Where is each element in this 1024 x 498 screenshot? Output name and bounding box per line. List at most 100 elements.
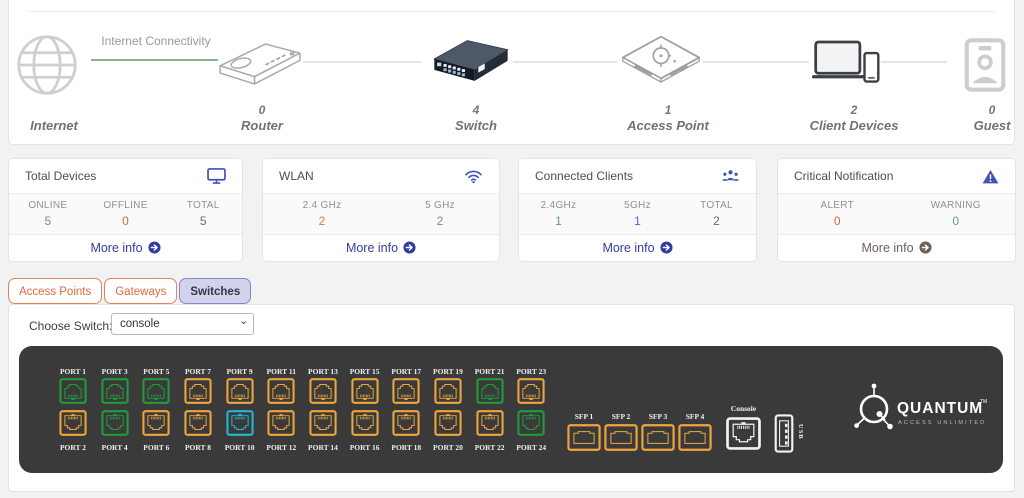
rj45-port[interactable] — [59, 378, 87, 404]
stat-value: 0 — [952, 214, 960, 228]
port-label: PORT 6 — [143, 443, 170, 452]
rj45-port[interactable] — [476, 378, 504, 404]
rj45-port[interactable] — [142, 410, 170, 436]
divider — [28, 11, 995, 12]
stat-value: 2 — [318, 214, 326, 228]
rj45-port[interactable] — [351, 378, 379, 404]
rj45-port[interactable] — [517, 378, 545, 404]
rj45-port[interactable] — [392, 410, 420, 436]
guest-count: 0 — [988, 103, 996, 117]
rj45-port[interactable] — [226, 410, 254, 436]
more-info-link[interactable]: More info — [346, 241, 416, 255]
arrow-circle-icon — [919, 241, 932, 254]
port-label: PORT 19 — [433, 367, 463, 376]
port-label: PORT 4 — [101, 443, 128, 452]
client-devices-icon — [812, 39, 882, 96]
stat-value: 2 — [713, 214, 720, 228]
stat-label: 2.4 GHz — [302, 200, 342, 211]
rj45-port[interactable] — [184, 378, 212, 404]
port-label: PORT 16 — [349, 443, 380, 452]
stat-value: 1 — [555, 214, 562, 228]
sfp-port[interactable] — [567, 424, 601, 451]
internet-connectivity-label: Internet Connectivity — [101, 34, 211, 48]
more-info-link[interactable]: More info — [602, 241, 672, 255]
switches-panel-card: Choose Switch: console ⌄ PORT 1 PORT 2 POR… — [8, 304, 1015, 492]
tab-access-points[interactable]: Access Points — [8, 278, 103, 304]
stat-label: ONLINE — [28, 200, 68, 211]
internet-label: Internet — [30, 118, 78, 133]
switch-faceplate: PORT 1 PORT 2 PORT 3 PORT 4 PORT 5 PORT 6 PORT… — [19, 346, 1003, 473]
port-label: PORT 21 — [474, 367, 505, 376]
sfp-label: SFP 2 — [611, 412, 631, 421]
sfp-label: SFP 3 — [648, 412, 668, 421]
sfp-port[interactable] — [641, 424, 675, 451]
port-label: PORT 5 — [143, 367, 170, 376]
monitor-icon — [207, 168, 226, 184]
rj45-port[interactable] — [101, 410, 129, 436]
rj45-port[interactable] — [309, 410, 337, 436]
stat-label: OFFLINE — [103, 200, 148, 211]
port-label: PORT 1 — [59, 367, 87, 376]
usb-label: USB — [797, 424, 804, 440]
port-label: PORT 7 — [184, 367, 211, 376]
rj45-port[interactable] — [59, 410, 87, 436]
console-port-group: Console — [723, 404, 764, 452]
more-info-link[interactable]: More info — [861, 241, 931, 255]
router-count: 0 — [258, 103, 266, 117]
access-point-label: Access Point — [627, 118, 709, 133]
stat-label: 5 GHz — [425, 200, 455, 211]
port-label: PORT 20 — [433, 443, 463, 452]
arrow-circle-icon — [403, 241, 416, 254]
rj45-port[interactable] — [226, 378, 254, 404]
rj45-port[interactable] — [267, 378, 295, 404]
warning-triangle-icon — [982, 169, 999, 184]
stat-value: 5 — [44, 214, 52, 228]
guest-badge-icon — [964, 37, 1006, 98]
rj45-port[interactable] — [517, 410, 545, 436]
wlan-card: WLAN 2.4 GHz 2 5 GHz 2 More info — [262, 158, 500, 262]
switch-icon — [427, 35, 515, 97]
connector-line — [303, 61, 421, 63]
rj45-port[interactable] — [434, 410, 462, 436]
rj45-port[interactable] — [434, 378, 462, 404]
access-point-count: 1 — [664, 103, 672, 117]
port-label: PORT 13 — [308, 367, 338, 376]
port-label: PORT 3 — [101, 367, 128, 376]
sfp-port[interactable] — [678, 424, 712, 451]
port-label: PORT 18 — [391, 443, 422, 452]
svg-text:QUANTUM: QUANTUM — [897, 400, 983, 417]
wifi-icon — [464, 169, 483, 184]
tab-gateways[interactable]: Gateways — [104, 278, 178, 304]
port-label: PORT 12 — [266, 443, 297, 452]
stat-label: TOTAL — [700, 200, 733, 211]
svg-text:ACCESS UNLIMITED: ACCESS UNLIMITED — [898, 420, 986, 426]
stat-value: 2 — [436, 214, 444, 228]
more-info-link[interactable]: More info — [90, 241, 160, 255]
svg-text:TM: TM — [980, 399, 987, 405]
rj45-port[interactable] — [101, 378, 129, 404]
rj45-port[interactable] — [184, 410, 212, 436]
port-label: PORT 2 — [59, 443, 87, 452]
card-title: WLAN — [279, 169, 314, 183]
rj45-port[interactable] — [476, 410, 504, 436]
sfp-port[interactable] — [604, 424, 638, 451]
sfp-label: SFP 4 — [685, 412, 705, 421]
switch-select[interactable]: console — [111, 313, 254, 335]
connector-line — [513, 61, 617, 63]
rj45-port[interactable] — [392, 378, 420, 404]
rj45-port[interactable] — [142, 378, 170, 404]
quantum-logo: QUANTUM TM ACCESS UNLIMITED — [854, 382, 994, 441]
console-label: Console — [730, 404, 757, 413]
tab-switches[interactable]: Switches — [179, 278, 252, 304]
rj45-port[interactable] — [351, 410, 379, 436]
port-label: PORT 8 — [184, 443, 211, 452]
connector-line — [703, 61, 809, 63]
card-title: Total Devices — [25, 169, 97, 183]
critical-notification-card: Critical Notification ALERT 0 WARNING 0 … — [777, 158, 1016, 262]
stat-label: WARNING — [930, 200, 981, 211]
rj45-port[interactable] — [267, 410, 295, 436]
rj45-port[interactable] — [309, 378, 337, 404]
stat-label: TOTAL — [186, 200, 220, 211]
card-title: Critical Notification — [794, 169, 894, 183]
arrow-circle-icon — [660, 241, 673, 254]
